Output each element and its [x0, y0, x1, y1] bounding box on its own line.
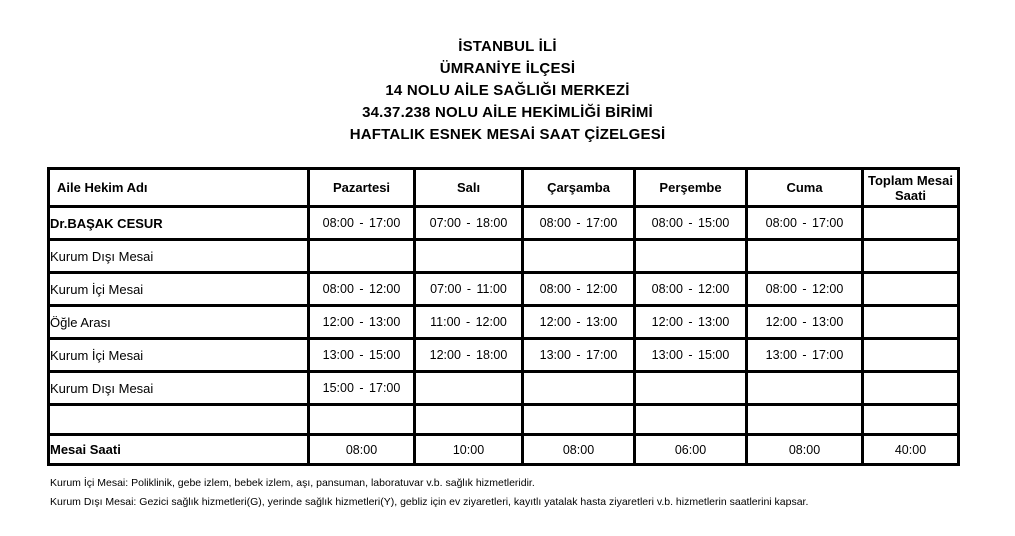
table-row-lunch-break: Öğle Arası 12:00 - 13:00 11:00 - 12:00 1… — [47, 304, 960, 340]
cell-empty-monday — [307, 403, 416, 436]
cell-total-week: 40:00 — [861, 433, 960, 466]
table-row-total-hours: Mesai Saati 08:00 10:00 08:00 06:00 08:0… — [47, 433, 960, 466]
cell-inside1-wednesday: 08:00 - 12:00 — [521, 271, 636, 307]
row-label-inside-work: Kurum İçi Mesai — [47, 271, 310, 307]
title-line-district: ÜMRANİYE İLÇESİ — [439, 60, 576, 77]
weekly-schedule-table: Aile Hekim Adı Pazartesi Salı Çarşamba P… — [47, 167, 960, 466]
row-label-lunch-break: Öğle Arası — [47, 304, 310, 340]
cell-inside1-tuesday: 07:00 - 11:00 — [413, 271, 524, 307]
cell-inside2-tuesday: 12:00 - 18:00 — [413, 337, 524, 373]
column-header-thursday: Perşembe — [633, 167, 748, 208]
cell-doctor-thursday: 08:00 - 15:00 — [633, 205, 748, 241]
cell-doctor-total — [861, 205, 960, 241]
cell-inside2-monday: 13:00 - 15:00 — [307, 337, 416, 373]
row-label-empty — [47, 403, 310, 436]
column-header-doctor-name: Aile Hekim Adı — [47, 167, 310, 208]
table-row-inside-work-1: Kurum İçi Mesai 08:00 - 12:00 07:00 - 11… — [47, 271, 960, 307]
cell-outside1-tuesday — [413, 238, 524, 274]
column-header-wednesday: Çarşamba — [521, 167, 636, 208]
column-header-tuesday: Salı — [413, 167, 524, 208]
column-header-monday: Pazartesi — [307, 167, 416, 208]
title-line-province: İSTANBUL İLİ — [458, 38, 557, 55]
column-header-total-hours: Toplam Mesai Saati — [861, 167, 960, 208]
cell-total-monday: 08:00 — [307, 433, 416, 466]
cell-doctor-friday: 08:00 - 17:00 — [745, 205, 864, 241]
title-line-health-center: 14 NOLU AİLE SAĞLIĞI MERKEZİ — [385, 82, 630, 99]
cell-empty-tuesday — [413, 403, 524, 436]
cell-lunch-monday: 12:00 - 13:00 — [307, 304, 416, 340]
cell-total-tuesday: 10:00 — [413, 433, 524, 466]
table-row-inside-work-2: Kurum İçi Mesai 13:00 - 15:00 12:00 - 18… — [47, 337, 960, 373]
footnote-inside-work-definition: Kurum İçi Mesai: Poliklinik, gebe izlem,… — [50, 477, 535, 489]
cell-inside1-friday: 08:00 - 12:00 — [745, 271, 864, 307]
cell-empty-thursday — [633, 403, 748, 436]
cell-lunch-friday: 12:00 - 13:00 — [745, 304, 864, 340]
title-line-schedule: HAFTALIK ESNEK MESAİ SAAT ÇİZELGESİ — [349, 126, 666, 143]
cell-outside2-wednesday — [521, 370, 636, 406]
cell-lunch-total — [861, 304, 960, 340]
cell-inside1-total — [861, 271, 960, 307]
column-header-friday: Cuma — [745, 167, 864, 208]
table-row-outside-work-2: Kurum Dışı Mesai 15:00 - 17:00 — [47, 370, 960, 406]
cell-outside1-thursday — [633, 238, 748, 274]
cell-lunch-wednesday: 12:00 - 13:00 — [521, 304, 636, 340]
row-label-outside-work: Kurum Dışı Mesai — [47, 370, 310, 406]
cell-outside2-total — [861, 370, 960, 406]
cell-doctor-tuesday: 07:00 - 18:00 — [413, 205, 524, 241]
footnote-outside-work-definition: Kurum Dışı Mesai: Gezici sağlık hizmetle… — [50, 496, 809, 508]
cell-outside2-tuesday — [413, 370, 524, 406]
table-row-empty — [47, 403, 960, 436]
cell-outside2-thursday — [633, 370, 748, 406]
cell-inside2-total — [861, 337, 960, 373]
cell-inside2-wednesday: 13:00 - 17:00 — [521, 337, 636, 373]
cell-total-wednesday: 08:00 — [521, 433, 636, 466]
cell-lunch-tuesday: 11:00 - 12:00 — [413, 304, 524, 340]
table-row-outside-work-1: Kurum Dışı Mesai — [47, 238, 960, 274]
cell-doctor-wednesday: 08:00 - 17:00 — [521, 205, 636, 241]
cell-outside2-friday — [745, 370, 864, 406]
row-label-inside-work: Kurum İçi Mesai — [47, 337, 310, 373]
cell-inside2-thursday: 13:00 - 15:00 — [633, 337, 748, 373]
row-label-total-hours: Mesai Saati — [47, 433, 310, 466]
cell-empty-wednesday — [521, 403, 636, 436]
row-label-outside-work: Kurum Dışı Mesai — [47, 238, 310, 274]
cell-inside2-friday: 13:00 - 17:00 — [745, 337, 864, 373]
cell-lunch-thursday: 12:00 - 13:00 — [633, 304, 748, 340]
cell-outside2-monday: 15:00 - 17:00 — [307, 370, 416, 406]
cell-outside1-total — [861, 238, 960, 274]
cell-total-thursday: 06:00 — [633, 433, 748, 466]
cell-empty-friday — [745, 403, 864, 436]
cell-inside1-monday: 08:00 - 12:00 — [307, 271, 416, 307]
footnotes-block: Kurum İçi Mesai: Poliklinik, gebe izlem,… — [50, 474, 980, 512]
title-line-unit: 34.37.238 NOLU AİLE HEKİMLİĞİ BİRİMİ — [362, 104, 653, 121]
document-title-block: İSTANBUL İLİ ÜMRANİYE İLÇESİ 14 NOLU AİL… — [0, 36, 1015, 146]
cell-inside1-thursday: 08:00 - 12:00 — [633, 271, 748, 307]
cell-empty-total — [861, 403, 960, 436]
cell-doctor-monday: 08:00 - 17:00 — [307, 205, 416, 241]
table-row-doctor: Dr.BAŞAK CESUR 08:00 - 17:00 07:00 - 18:… — [47, 205, 960, 241]
cell-total-friday: 08:00 — [745, 433, 864, 466]
cell-outside1-wednesday — [521, 238, 636, 274]
table-header-row: Aile Hekim Adı Pazartesi Salı Çarşamba P… — [47, 167, 960, 208]
cell-outside1-friday — [745, 238, 864, 274]
row-label-doctor-name: Dr.BAŞAK CESUR — [47, 205, 310, 241]
cell-outside1-monday — [307, 238, 416, 274]
